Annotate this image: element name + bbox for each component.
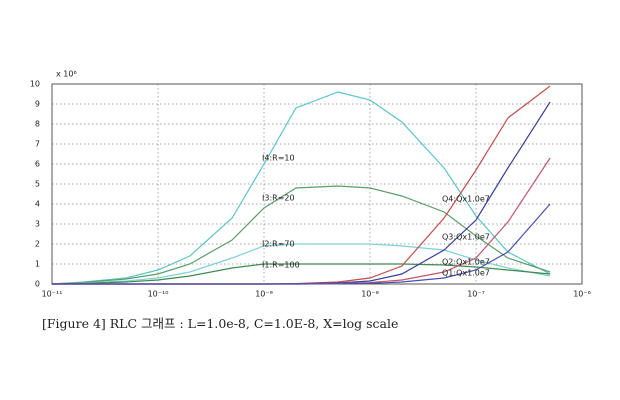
y-tick-label: 9 (35, 100, 40, 109)
series-line (51, 91, 551, 285)
series-label: I2:R=70 (262, 240, 295, 249)
series-line (52, 203, 551, 285)
x-tick-label: 10⁻⁹ (255, 290, 273, 299)
y-tick-label: 4 (35, 200, 40, 209)
x-tick-label: 10⁻⁶ (573, 290, 591, 299)
y-multiplier: x 10⁶ (56, 70, 77, 79)
series-label: Q1:Qx1.0e7 (442, 269, 490, 278)
x-tick-label: 10⁻⁸ (361, 290, 379, 299)
y-tick-label: 5 (35, 180, 40, 189)
y-tick-label: 1 (35, 260, 40, 269)
y-tick-label: 2 (35, 240, 40, 249)
y-tick-label: 7 (35, 140, 40, 149)
y-tick-label: 0 (35, 280, 40, 289)
chart: x 10⁶ 0 1 2 3 4 5 6 7 8 9 10 10⁻¹¹ 10⁻¹⁰ 10⁻⁹ 10⁻⁸ 10⁻⁷… (30, 70, 591, 299)
series-label: I4:R=10 (262, 154, 295, 163)
series-line (51, 263, 551, 285)
y-tick-label: 6 (35, 160, 40, 169)
series-line (52, 85, 551, 285)
y-tick-label: 8 (35, 120, 40, 129)
series-label: Q2:Qx1.0e7 (442, 258, 490, 267)
x-tick-label: 10⁻⁷ (467, 290, 485, 299)
series-label: Q4:Qx1.0e7 (442, 195, 490, 204)
x-tick-label: 10⁻¹¹ (42, 290, 63, 299)
series-line (51, 185, 551, 285)
x-tick-label: 10⁻¹⁰ (148, 290, 169, 299)
y-tick-label: 3 (35, 220, 40, 229)
y-tick-label: 10 (30, 80, 40, 89)
series-label: I3:R=20 (262, 194, 295, 203)
caption: [Figure 4] RLC 그래프 : L=1.0e-8, C=1.0E-8,… (42, 316, 399, 331)
series-label: Q3:Qx1.0e7 (442, 233, 490, 242)
series-line (51, 243, 551, 285)
series-label: I1:R=100 (262, 261, 300, 270)
